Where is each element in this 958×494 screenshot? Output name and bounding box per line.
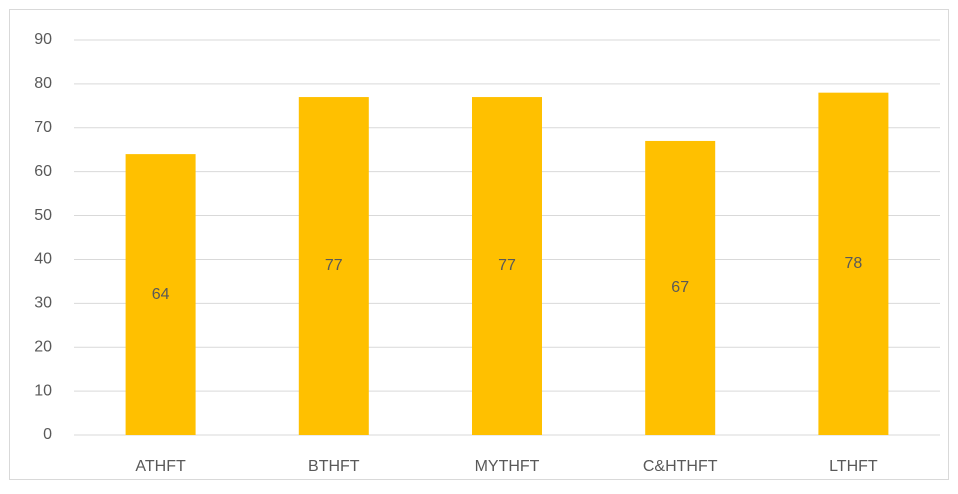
y-tick-label: 70 <box>34 119 52 136</box>
bar <box>298 97 369 436</box>
y-tick-label: 30 <box>34 295 52 312</box>
bar <box>472 97 542 436</box>
data-label: 67 <box>671 279 689 296</box>
y-tick-label: 60 <box>34 163 52 180</box>
bar <box>125 154 196 435</box>
data-label: 78 <box>845 255 863 272</box>
y-tick-label: 90 <box>34 31 52 48</box>
data-label: 77 <box>498 257 516 274</box>
x-tick-label: MYTHFT <box>475 458 540 475</box>
x-tick-label: C&HTHFT <box>643 458 718 475</box>
y-tick-label: 20 <box>34 338 52 355</box>
y-tick-label: 80 <box>34 75 52 92</box>
bar <box>818 92 889 436</box>
x-tick-label: ATHFT <box>135 458 186 475</box>
y-tick-label: 40 <box>34 251 52 268</box>
x-tick-label: LTHFT <box>829 458 878 475</box>
y-tick-label: 50 <box>34 207 52 224</box>
y-tick-label: 10 <box>34 382 52 399</box>
data-label: 77 <box>325 257 343 274</box>
y-tick-label: 0 <box>43 426 52 443</box>
bar <box>645 140 716 435</box>
data-label: 64 <box>152 286 170 303</box>
x-tick-label: BTHFT <box>308 458 360 475</box>
